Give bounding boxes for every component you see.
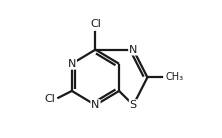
- Text: Cl: Cl: [44, 94, 55, 104]
- Text: CH₃: CH₃: [166, 72, 184, 82]
- Text: S: S: [130, 100, 137, 110]
- Text: Cl: Cl: [90, 19, 101, 29]
- Text: N: N: [91, 100, 100, 110]
- Text: N: N: [68, 59, 76, 69]
- Text: N: N: [129, 45, 137, 55]
